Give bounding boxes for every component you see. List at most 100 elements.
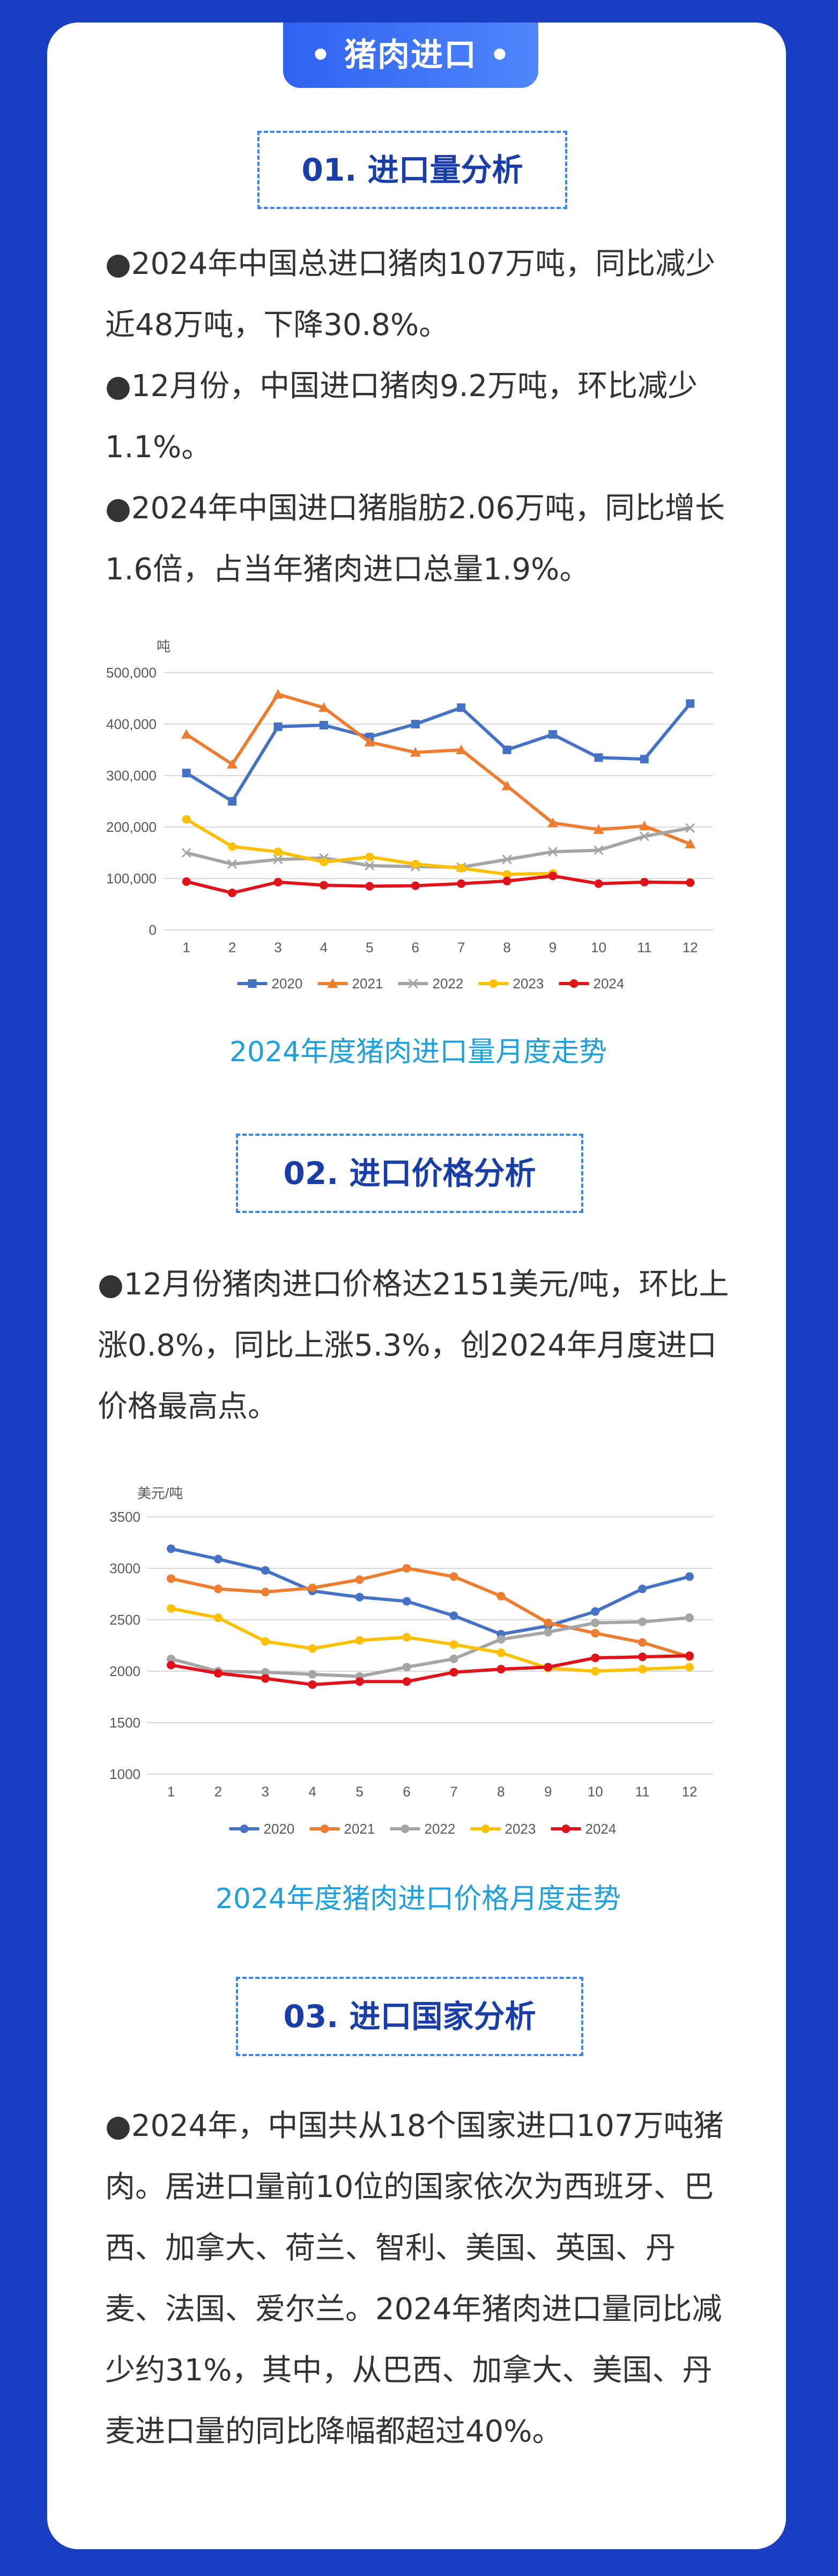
series-line — [170, 1654, 690, 1686]
data-point — [228, 797, 237, 806]
data-point — [365, 852, 374, 861]
data-point — [594, 753, 603, 762]
x-tick-label: 1 — [167, 1784, 175, 1800]
data-point — [638, 1617, 647, 1626]
data-point — [638, 1638, 647, 1647]
legend-label: 2023 — [513, 976, 544, 992]
series-2023 — [166, 1604, 694, 1676]
legend-marker — [240, 1825, 249, 1833]
legend-label: 2021 — [352, 976, 383, 992]
data-point — [261, 1588, 270, 1597]
legend-marker — [489, 979, 498, 988]
section-banner: • 猪肉进口 • — [283, 23, 538, 88]
x-tick-label: 7 — [457, 940, 465, 956]
x-tick-label: 10 — [588, 1784, 603, 1800]
data-point — [273, 854, 283, 865]
x-tick-label: 12 — [683, 940, 698, 956]
data-point — [308, 1644, 317, 1653]
data-point — [411, 881, 420, 890]
data-point — [166, 1661, 175, 1670]
legend-label: 2022 — [433, 976, 464, 992]
data-point — [594, 879, 603, 888]
series-2021 — [181, 689, 696, 848]
x-tick-label: 2 — [228, 940, 236, 956]
data-point — [227, 758, 238, 769]
data-point — [502, 746, 511, 754]
series-line — [170, 1567, 690, 1658]
series-line — [186, 693, 691, 846]
data-point — [449, 1667, 458, 1677]
data-point — [496, 1665, 506, 1674]
series-line — [170, 1547, 690, 1636]
y-tick-label: 1500 — [109, 1715, 140, 1731]
y-tick-label: 400,000 — [106, 716, 157, 732]
data-point — [261, 1674, 270, 1683]
data-point — [181, 847, 191, 858]
legend-label: 2022 — [425, 1821, 456, 1837]
legend-item: 2021 — [317, 976, 383, 992]
legend-item: 2024 — [559, 976, 625, 992]
data-point — [402, 1663, 411, 1672]
x-tick-label: 6 — [412, 940, 419, 956]
x-tick-label: 8 — [503, 940, 510, 956]
data-point — [548, 872, 558, 881]
y-tick-label: 500,000 — [106, 665, 157, 681]
data-point — [544, 1628, 553, 1637]
data-point — [593, 824, 604, 834]
data-point — [457, 863, 466, 873]
y-tick-label: 2000 — [109, 1663, 140, 1679]
y-axis-label: 美元/吨 — [137, 1485, 183, 1501]
volume-chart-caption: 2024年度猪肉进口量月度走势 — [229, 1036, 607, 1068]
data-point — [501, 780, 513, 791]
data-point — [308, 1583, 317, 1592]
y-tick-label: 300,000 — [106, 768, 157, 784]
data-point — [640, 877, 649, 887]
x-tick-label: 12 — [682, 1784, 698, 1800]
paragraph: ●12月份猪肉进口价格达2151美元/吨，环比上涨0.8%，同比上涨5.3%，创… — [98, 1267, 729, 1424]
data-point — [686, 878, 695, 887]
data-point — [502, 870, 511, 879]
y-tick-label: 0 — [149, 922, 157, 938]
legend-item: 2020 — [237, 976, 302, 992]
legend-item: 2021 — [309, 1821, 375, 1837]
series-2022 — [181, 823, 695, 872]
legend-marker — [408, 978, 418, 989]
data-point — [685, 838, 696, 848]
data-point — [319, 858, 328, 867]
data-point — [502, 854, 512, 865]
legend-marker — [481, 1825, 490, 1833]
y-tick-label: 100,000 — [106, 870, 157, 887]
legend-marker — [569, 979, 579, 988]
x-tick-label: 9 — [549, 940, 557, 956]
data-point — [182, 769, 191, 778]
data-point — [182, 815, 191, 824]
data-point — [355, 1592, 364, 1602]
data-point — [685, 1613, 694, 1622]
legend-item: 2022 — [398, 976, 464, 992]
data-point — [364, 736, 375, 747]
data-point — [496, 1591, 506, 1600]
data-point — [591, 1607, 600, 1616]
x-tick-label: 8 — [497, 1784, 505, 1800]
data-point — [228, 842, 237, 851]
legend-label: 2024 — [594, 976, 625, 992]
series-2020 — [182, 699, 695, 806]
data-point — [686, 699, 695, 708]
data-point — [411, 720, 420, 728]
series-2022 — [166, 1613, 694, 1681]
data-point — [308, 1670, 317, 1679]
data-point — [213, 1584, 223, 1594]
series-2023 — [182, 815, 558, 879]
data-point — [318, 702, 329, 712]
content-card — [47, 23, 786, 2549]
section-title-countries: 03. 进口国家分析 — [236, 1977, 583, 2056]
data-point — [591, 1654, 600, 1663]
data-point — [402, 1633, 411, 1642]
x-tick-label: 9 — [544, 1784, 552, 1800]
data-point — [591, 1628, 600, 1637]
data-point — [402, 1677, 411, 1686]
legend-item: 2020 — [229, 1821, 294, 1837]
data-point — [355, 1575, 364, 1584]
